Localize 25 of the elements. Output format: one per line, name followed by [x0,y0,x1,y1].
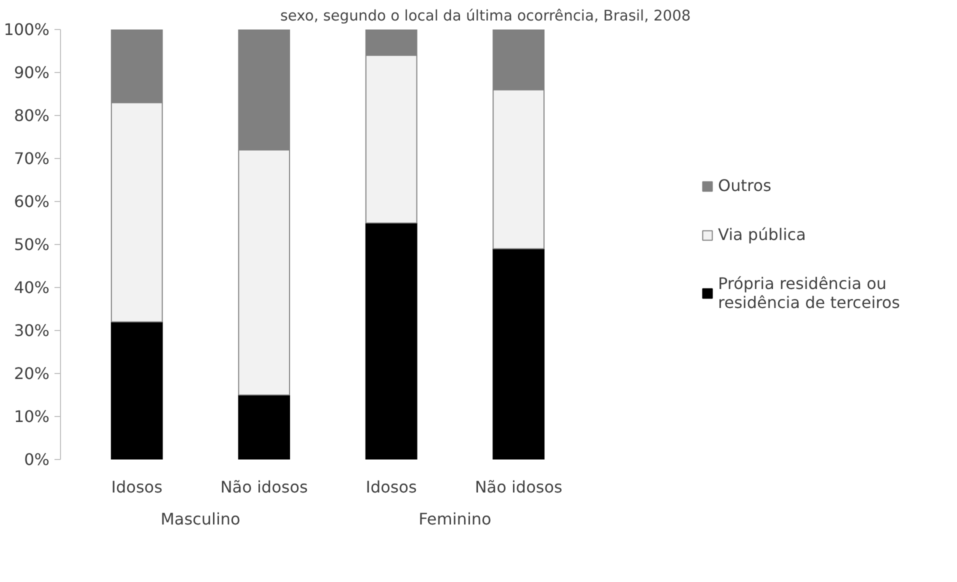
x-tick-label: Idosos [111,478,162,496]
text: Masculino [160,510,240,528]
y-tick-label: 100% [4,20,50,39]
legend-label: Própria residência ou residência de terceiros [718,274,900,312]
y-tick-label: 30% [14,321,50,340]
bar [110,321,163,460]
x-tick-label: Idosos [366,478,417,496]
y-tick-label: 0% [24,450,50,469]
y-tick-label: 20% [14,364,50,383]
y-tick-label: 10% [14,407,50,426]
y-tick-label: 80% [14,106,50,125]
y-tick-label: 60% [14,192,50,211]
legend-label: Via pública [718,225,806,244]
legend-label: Outros [718,176,772,195]
chart-title: sexo, segundo o local da última ocorrência, Brasil, 2008 [280,8,691,24]
bar [365,222,418,460]
text: Feminino [418,510,492,528]
y-tick-label: 70% [14,149,50,168]
bar [238,394,290,460]
y-tick-label: 90% [14,63,50,82]
x-tick-label: Não idosos [474,478,562,496]
bar [492,248,545,460]
y-tick-label: 40% [14,278,50,297]
y-tick-label: 50% [14,235,50,254]
x-tick-label: Não idosos [220,478,308,496]
